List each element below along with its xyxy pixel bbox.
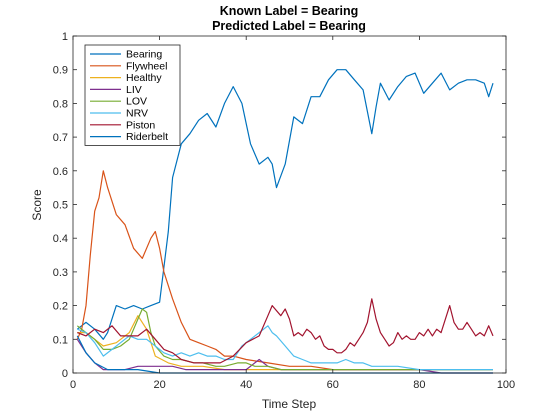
x-tick-label: 80 — [413, 379, 425, 391]
y-axis-ticks: 0 0.1 0.2 0.3 0.4 0.5 0.6 0.7 0.8 0.9 1 — [53, 31, 506, 380]
y-tick-label: 0 — [62, 368, 68, 380]
x-axis-ticks: 0 20 40 60 80 100 — [70, 36, 515, 391]
legend-entry-label: Bearing — [126, 49, 162, 61]
chart-title-line-2: Predicted Label = Bearing — [212, 19, 366, 33]
y-tick-label: 0.8 — [53, 98, 68, 110]
y-tick-label: 0.6 — [53, 166, 68, 178]
legend-entry-label: Piston — [126, 119, 155, 131]
x-tick-label: 60 — [327, 379, 339, 391]
y-tick-label: 0.1 — [53, 334, 68, 346]
x-tick-label: 40 — [240, 379, 252, 391]
legend-box — [84, 44, 181, 146]
legend: BearingFlywheelHealthyLIVLOVNRVPistonRid… — [84, 44, 181, 146]
x-tick-label: 100 — [497, 379, 515, 391]
series-line-lov — [76, 308, 493, 371]
series-line-nrv — [77, 325, 493, 371]
x-axis-label: Time Step — [262, 397, 317, 411]
x-tick-label: 20 — [153, 379, 165, 391]
legend-entry-label: LOV — [126, 96, 147, 108]
legend-entry-label: LIV — [126, 84, 142, 96]
y-tick-label: 0.4 — [53, 233, 68, 245]
x-tick-label: 0 — [70, 379, 76, 391]
y-axis-label: Score — [30, 189, 44, 221]
y-tick-label: 0.9 — [53, 65, 68, 77]
legend-entry-label: Riderbelt — [126, 131, 168, 143]
legend-entry-label: NRV — [126, 108, 148, 120]
legend-entry-label: Healthy — [126, 72, 162, 84]
y-tick-label: 0.2 — [53, 301, 68, 313]
y-tick-label: 0.3 — [53, 267, 68, 279]
legend-entry-label: Flywheel — [126, 60, 167, 72]
y-tick-label: 0.7 — [53, 132, 68, 144]
chart-title-line-1: Known Label = Bearing — [220, 4, 359, 18]
y-tick-label: 0.5 — [53, 200, 68, 212]
y-tick-label: 1 — [62, 31, 68, 43]
series-line-piston — [77, 298, 494, 364]
series-line-bearing — [76, 69, 494, 340]
